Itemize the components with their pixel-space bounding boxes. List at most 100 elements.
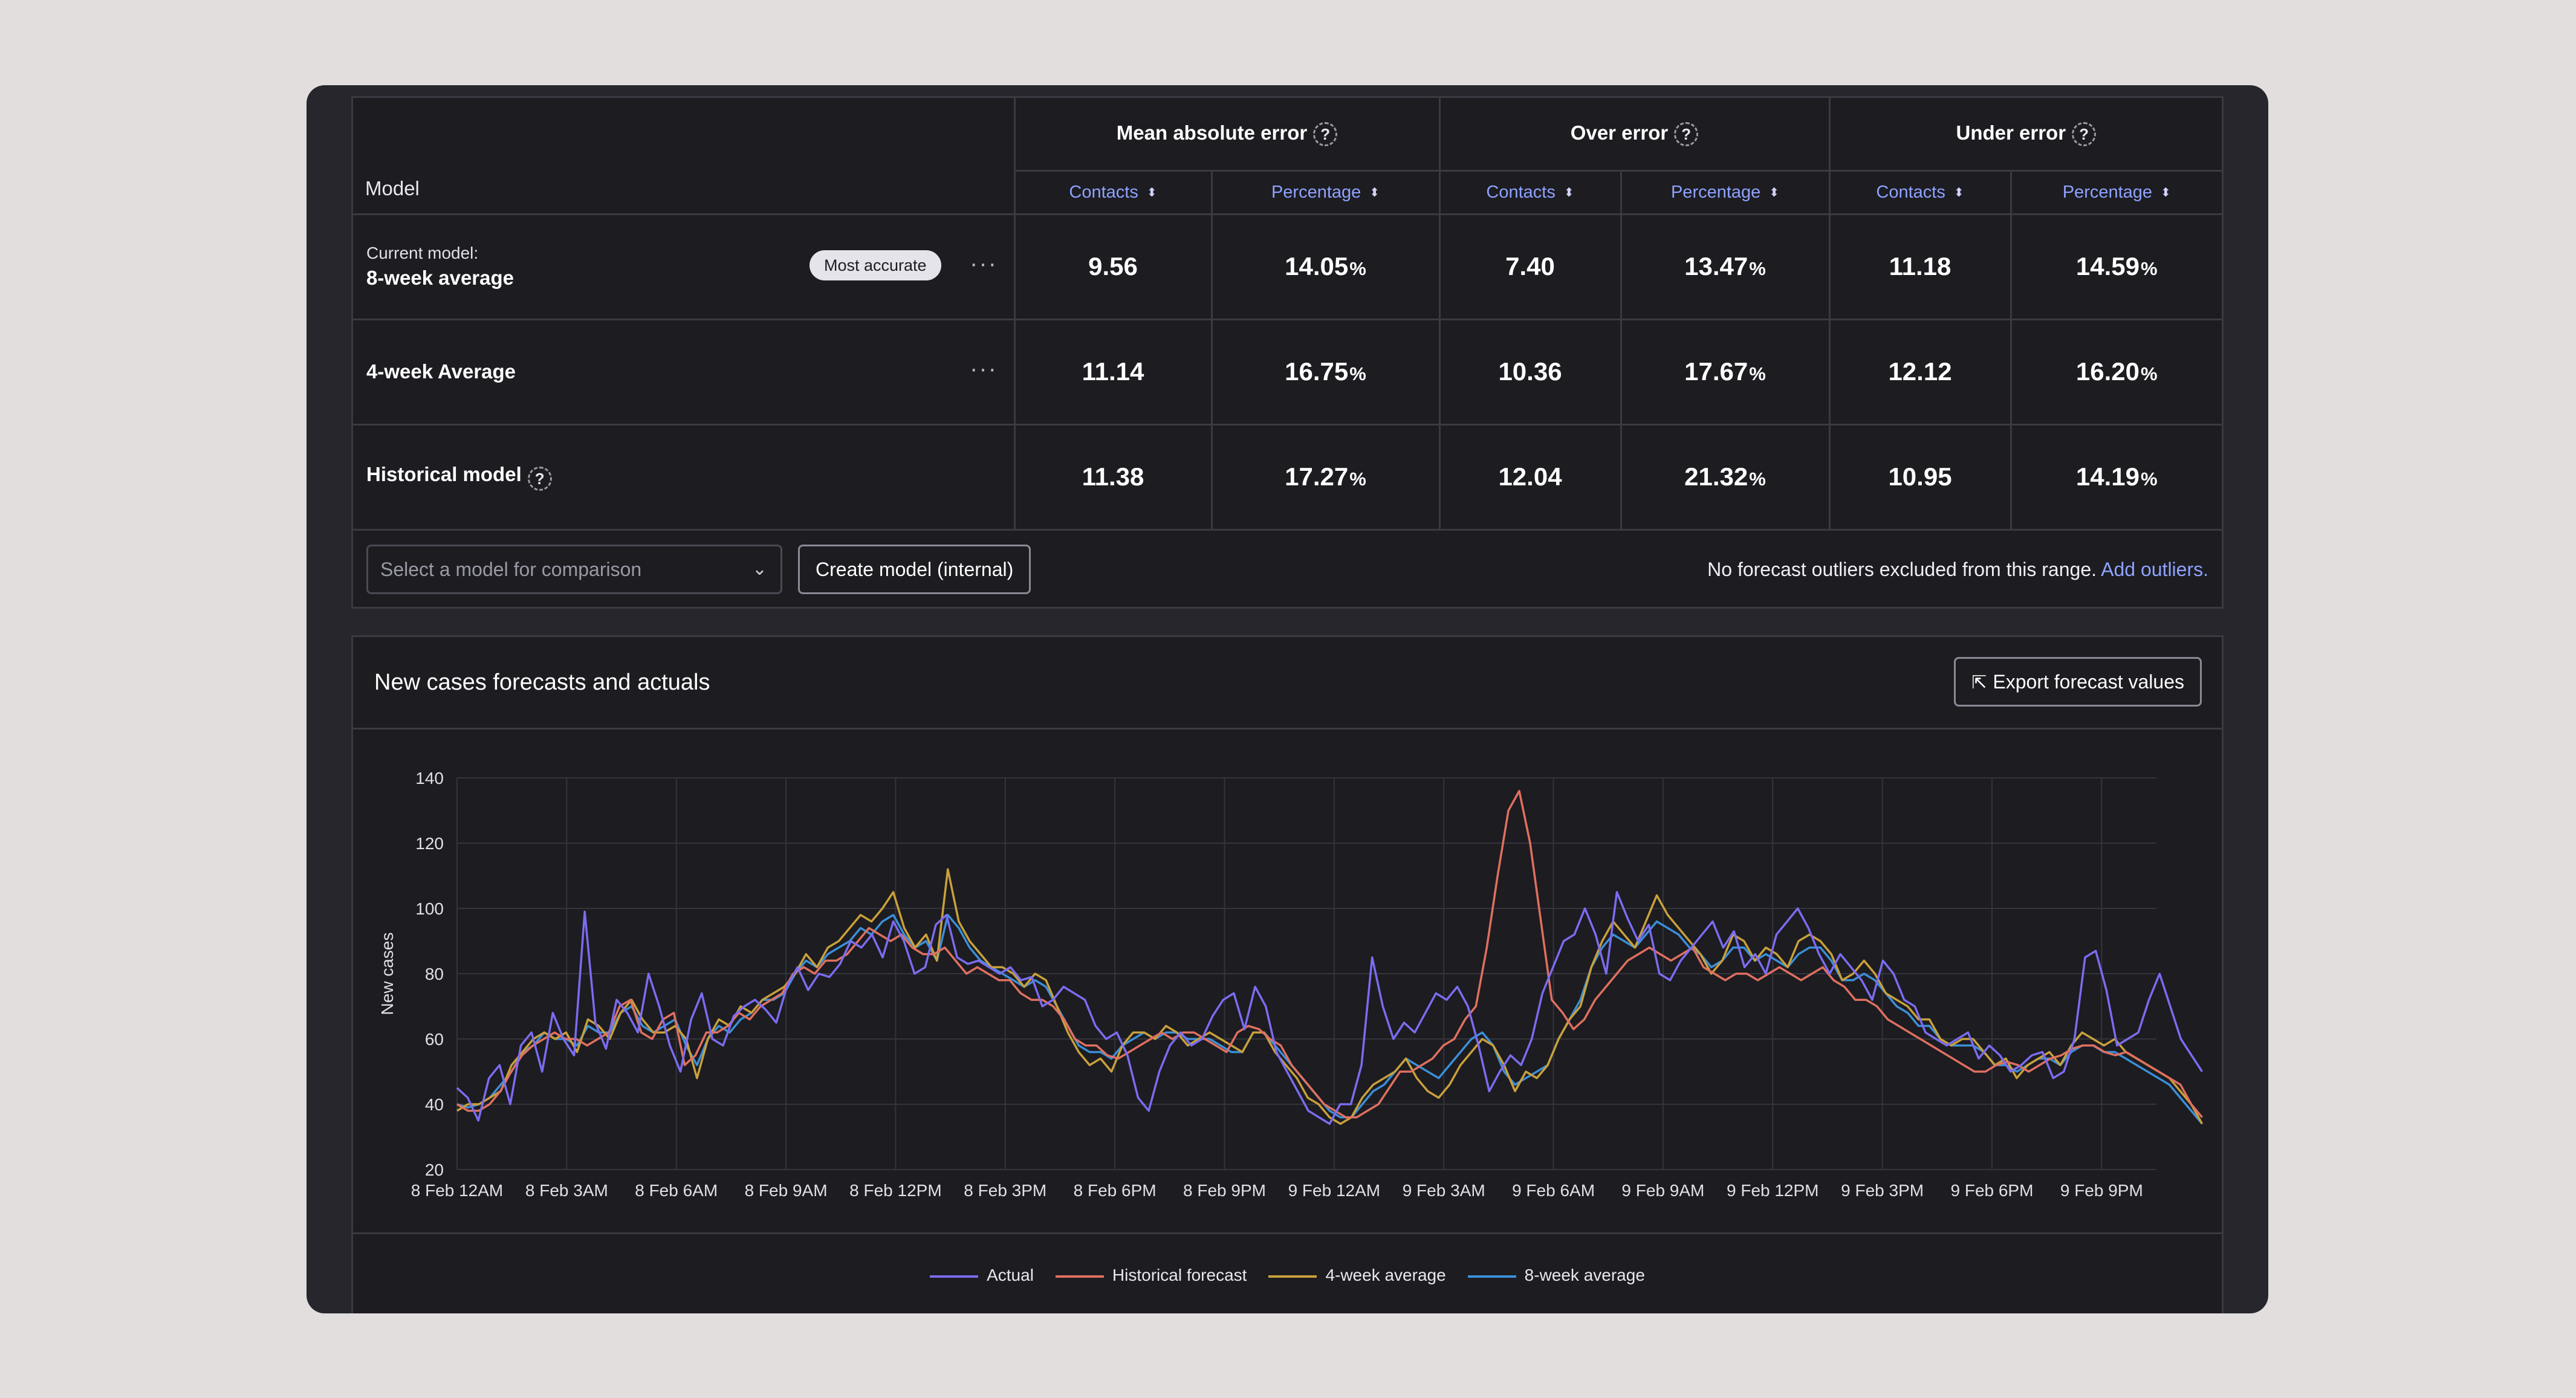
x-tick-label: 8 Feb 6AM	[635, 1181, 718, 1200]
value: 7.40	[1505, 252, 1555, 280]
create-model-button[interactable]: Create model (internal)	[798, 545, 1031, 594]
value-cell: 10.95	[1829, 424, 2012, 531]
y-tick-label: 40	[425, 1095, 444, 1114]
table-row: 4-week Average ··· 11.14 16.75% 10.36 17…	[353, 319, 2222, 426]
legend-label: 8-week average	[1524, 1266, 1645, 1284]
model-cell: Historical model?	[353, 424, 1016, 531]
sort-icon: ⬍	[1146, 186, 1157, 199]
export-label: Export forecast values	[1993, 671, 2184, 693]
model-column-header: Model	[353, 98, 1016, 215]
sort-contacts-over[interactable]: Contacts ⬍	[1439, 170, 1622, 215]
legend-swatch	[1467, 1275, 1516, 1278]
sort-percentage-mae[interactable]: Percentage ⬍	[1212, 170, 1441, 215]
x-tick-label: 8 Feb 12AM	[411, 1181, 504, 1200]
y-tick-label: 80	[425, 965, 444, 983]
value: 21.32	[1684, 462, 1748, 491]
sort-icon: ⬍	[1953, 186, 1964, 199]
sort-contacts-mae[interactable]: Contacts ⬍	[1014, 170, 1213, 215]
value: 16.75	[1285, 357, 1349, 386]
series-line	[456, 914, 2203, 1125]
column-label: Percentage	[1670, 182, 1761, 202]
model-comparison-table: Model Mean absolute error? Over error? U…	[353, 98, 2222, 531]
sort-icon: ⬍	[1369, 186, 1380, 199]
x-tick-label: 8 Feb 12PM	[849, 1181, 942, 1200]
legend-label: Actual	[987, 1266, 1034, 1284]
y-tick-label: 140	[415, 769, 444, 788]
over-error-header: Over error?	[1439, 98, 1831, 172]
group-label: Mean absolute error	[1116, 121, 1308, 144]
table-row: Historical model? 11.38 17.27% 12.04 21.…	[353, 424, 2222, 531]
outlier-note: No forecast outliers excluded from this …	[1707, 545, 2208, 594]
chart-legend: Actual Historical forecast 4-week average 8…	[353, 1266, 2222, 1285]
help-icon[interactable]: ?	[527, 466, 552, 491]
sort-icon: ⬍	[1563, 186, 1574, 199]
column-label: Contacts	[1486, 182, 1556, 202]
under-error-header: Under error?	[1829, 98, 2222, 172]
help-icon[interactable]: ?	[1313, 121, 1338, 146]
value-cell: 11.14	[1014, 319, 1213, 426]
value: 10.95	[1888, 462, 1952, 491]
value-cell: 9.56	[1014, 214, 1213, 320]
value: 11.38	[1082, 462, 1144, 491]
y-tick-label: 100	[415, 899, 444, 918]
legend-label: Historical forecast	[1112, 1266, 1247, 1284]
sort-contacts-under[interactable]: Contacts ⬍	[1829, 170, 2012, 215]
model-comparison-select[interactable]: Select a model for comparison ⌄	[366, 545, 782, 594]
value-cell: 11.38	[1014, 424, 1213, 531]
series-line	[456, 868, 2204, 1125]
chart-title: New cases forecasts and actuals	[374, 670, 710, 695]
x-tick-label: 9 Feb 3AM	[1403, 1181, 1485, 1200]
value: 12.12	[1888, 357, 1952, 386]
legend-label: 4-week average	[1325, 1266, 1446, 1284]
value-cell: 11.18	[1829, 214, 2012, 320]
y-tick-label: 20	[425, 1160, 444, 1179]
percent-sign: %	[1349, 468, 1366, 490]
sort-percentage-over[interactable]: Percentage ⬍	[1621, 170, 1831, 215]
series-line	[456, 891, 2204, 1125]
legend-item[interactable]: 4-week average	[1268, 1266, 1446, 1285]
add-outliers-link[interactable]: Add outliers.	[2101, 558, 2208, 580]
x-tick-label: 9 Feb 12PM	[1727, 1181, 1819, 1200]
x-tick-label: 9 Feb 3PM	[1841, 1181, 1924, 1200]
x-tick-label: 9 Feb 9AM	[1621, 1181, 1704, 1200]
x-tick-label: 8 Feb 9AM	[745, 1181, 828, 1200]
more-options-icon[interactable]: ···	[970, 355, 998, 382]
dashboard-panel: Model Mean absolute error? Over error? U…	[307, 85, 2268, 1313]
percent-sign: %	[1749, 258, 1766, 279]
x-tick-label: 9 Feb 12AM	[1288, 1181, 1381, 1200]
value: 17.27	[1285, 462, 1349, 491]
percent-sign: %	[1749, 363, 1766, 384]
legend-item[interactable]: Historical forecast	[1055, 1266, 1247, 1285]
x-tick-label: 9 Feb 9PM	[2060, 1181, 2143, 1200]
value-cell: 13.47%	[1621, 214, 1831, 320]
sort-percentage-under[interactable]: Percentage ⬍	[2011, 170, 2222, 215]
value-cell: 12.12	[1829, 319, 2012, 426]
legend-swatch	[930, 1275, 979, 1278]
table-row: Current model: 8-week average Most accur…	[353, 214, 2222, 320]
more-options-icon[interactable]: ···	[970, 250, 998, 277]
value-cell: 14.19%	[2011, 424, 2222, 531]
model-name: 4-week Average	[366, 360, 516, 383]
model-name: 8-week average	[366, 267, 514, 289]
legend-item[interactable]: Actual	[930, 1266, 1034, 1285]
value: 17.67	[1684, 357, 1748, 386]
comparison-controls: Select a model for comparison ⌄ Create m…	[353, 530, 2222, 609]
column-label: Percentage	[2062, 182, 2153, 202]
export-icon: ⇱	[1971, 673, 1987, 693]
legend-swatch	[1268, 1275, 1317, 1278]
model-name: Historical model	[366, 463, 522, 486]
column-label: Percentage	[1271, 182, 1361, 202]
group-label: Under error	[1956, 121, 2066, 144]
help-icon[interactable]: ?	[2072, 121, 2097, 146]
value: 12.04	[1498, 462, 1562, 491]
value-cell: 7.40	[1439, 214, 1622, 320]
mean-absolute-error-header: Mean absolute error?	[1014, 98, 1441, 172]
model-comparison-table-card: Model Mean absolute error? Over error? U…	[351, 96, 2224, 609]
value-cell: 16.20%	[2011, 319, 2222, 426]
legend-item[interactable]: 8-week average	[1467, 1266, 1645, 1285]
value: 16.20	[2075, 357, 2140, 386]
export-forecast-button[interactable]: ⇱ Export forecast values	[1954, 657, 2202, 707]
chevron-down-icon: ⌄	[751, 559, 767, 579]
help-icon[interactable]: ?	[1674, 121, 1699, 146]
